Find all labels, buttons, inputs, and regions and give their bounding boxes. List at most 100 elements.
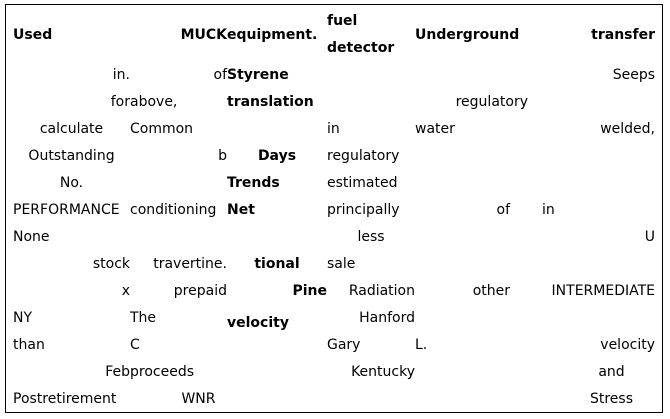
table-cell xyxy=(227,332,327,359)
table-cell: in xyxy=(542,202,555,218)
table-cell: Stress xyxy=(589,391,634,407)
table-cell: Gary xyxy=(327,337,361,353)
table-row: for above, translation regulatory xyxy=(13,89,655,116)
table-row: No. Trends estimated xyxy=(13,170,655,197)
table-row: Postretirement WNR Stress xyxy=(13,386,655,413)
table-cell xyxy=(327,89,415,116)
header-line: fuel detector xyxy=(327,13,395,56)
table-cell: calculate xyxy=(39,121,104,137)
column-header-stacked: fuel detector xyxy=(327,8,415,62)
table-cell: Radiation xyxy=(348,283,415,299)
table-row: NY The velocity Hanford xyxy=(13,305,655,332)
table-cell: Hanford xyxy=(359,310,415,326)
table-cell: NY xyxy=(13,310,33,326)
table-cell: C xyxy=(130,337,140,353)
table-cell xyxy=(130,224,227,251)
column-header: MUCK xyxy=(180,27,227,43)
table-header-row: Used MUCK equipment. fuel detector Under… xyxy=(13,8,655,62)
table-cell: Kentucky xyxy=(351,364,415,380)
column-header: Used xyxy=(13,27,53,43)
table-cell: in. xyxy=(112,67,130,83)
table-cell: velocity xyxy=(600,337,655,353)
table-cell: WNR xyxy=(181,391,216,407)
table-cell: regulatory xyxy=(455,94,528,110)
table-row: None less U xyxy=(13,224,655,251)
table-frame xyxy=(5,4,663,413)
table-row: Feb proceeds Kentucky and xyxy=(13,359,655,386)
table-cell: INTERMEDIATE xyxy=(551,283,655,299)
table-cell: Feb xyxy=(105,364,130,380)
table-row: PERFORMANCE conditioning Net principally… xyxy=(13,197,655,224)
table-cell xyxy=(528,143,655,170)
table-cell: above, xyxy=(130,94,178,110)
table-cell xyxy=(415,143,528,170)
table-cell xyxy=(227,386,327,413)
table-cell: Net xyxy=(227,202,255,218)
table-cell: stock xyxy=(92,256,130,272)
table-row: calculate Common in water welded, xyxy=(13,116,655,143)
table-cell: Pine xyxy=(292,283,327,299)
table-cell: velocity xyxy=(227,315,289,331)
table-cell: PERFORMANCE xyxy=(13,202,120,218)
table-cell: welded, xyxy=(600,121,655,137)
table-row: x prepaid Pine Radiation other INTERMEDI… xyxy=(13,278,655,305)
table-cell: U xyxy=(644,229,655,245)
data-table: Used MUCK equipment. fuel detector Under… xyxy=(13,8,655,413)
table-cell xyxy=(528,89,655,116)
table-cell: conditioning xyxy=(130,202,217,218)
table-row: than C Gary L. velocity xyxy=(13,332,655,359)
table-cell: principally xyxy=(327,202,400,218)
table-cell: x xyxy=(121,283,130,299)
table-cell xyxy=(415,305,528,332)
table-row: Outstanding b Days regulatory xyxy=(13,143,655,170)
table-cell xyxy=(528,251,655,278)
table-cell xyxy=(227,359,327,386)
table-cell: tional xyxy=(254,256,300,272)
table-cell: Common xyxy=(130,121,194,137)
table-cell: Postretirement xyxy=(13,391,117,407)
table-cell: water xyxy=(415,121,455,137)
table-cell: L. xyxy=(415,337,428,353)
table-cell xyxy=(415,386,528,413)
table-cell: regulatory xyxy=(327,148,400,164)
table-cell: None xyxy=(13,229,50,245)
table-cell: b xyxy=(218,148,227,164)
table-row: in. of Styrene Seeps xyxy=(13,62,655,89)
table-cell: of xyxy=(496,202,511,218)
table-cell xyxy=(528,170,655,197)
table-cell: travertine. xyxy=(153,256,227,272)
table-cell xyxy=(415,251,528,278)
table-cell xyxy=(130,170,227,197)
table-cell: and xyxy=(598,364,625,380)
table-cell xyxy=(227,224,327,251)
table-cell xyxy=(327,62,415,89)
table-cell: Seeps xyxy=(612,67,655,83)
table-cell: Styrene xyxy=(227,67,289,83)
table-cell: than xyxy=(13,337,45,353)
table-cell: Outstanding xyxy=(28,148,115,164)
table-cell: in xyxy=(327,121,340,137)
table-cell: prepaid xyxy=(173,283,227,299)
table-cell: other xyxy=(472,283,510,299)
table-cell xyxy=(415,359,528,386)
table-cell: The xyxy=(130,310,157,326)
table-cell: Trends xyxy=(227,175,280,191)
column-header: transfer xyxy=(591,27,655,43)
table-cell xyxy=(415,224,528,251)
table-cell xyxy=(415,170,528,197)
table-cell xyxy=(327,386,415,413)
table-cell xyxy=(415,62,528,89)
column-header: equipment. xyxy=(227,27,318,43)
table-cell: sale xyxy=(327,256,356,272)
column-header: Underground xyxy=(415,27,520,43)
table-cell: less xyxy=(357,229,385,245)
table-row: stock travertine. tional sale xyxy=(13,251,655,278)
table-cell xyxy=(227,116,327,143)
table-cell xyxy=(528,305,655,332)
table-cell: No. xyxy=(59,175,84,191)
table-cell: translation xyxy=(227,94,314,110)
table-cell: of xyxy=(213,67,228,83)
table-cell: estimated xyxy=(327,175,398,191)
table-cell: proceeds xyxy=(130,364,195,380)
table-cell: Days xyxy=(257,148,297,164)
